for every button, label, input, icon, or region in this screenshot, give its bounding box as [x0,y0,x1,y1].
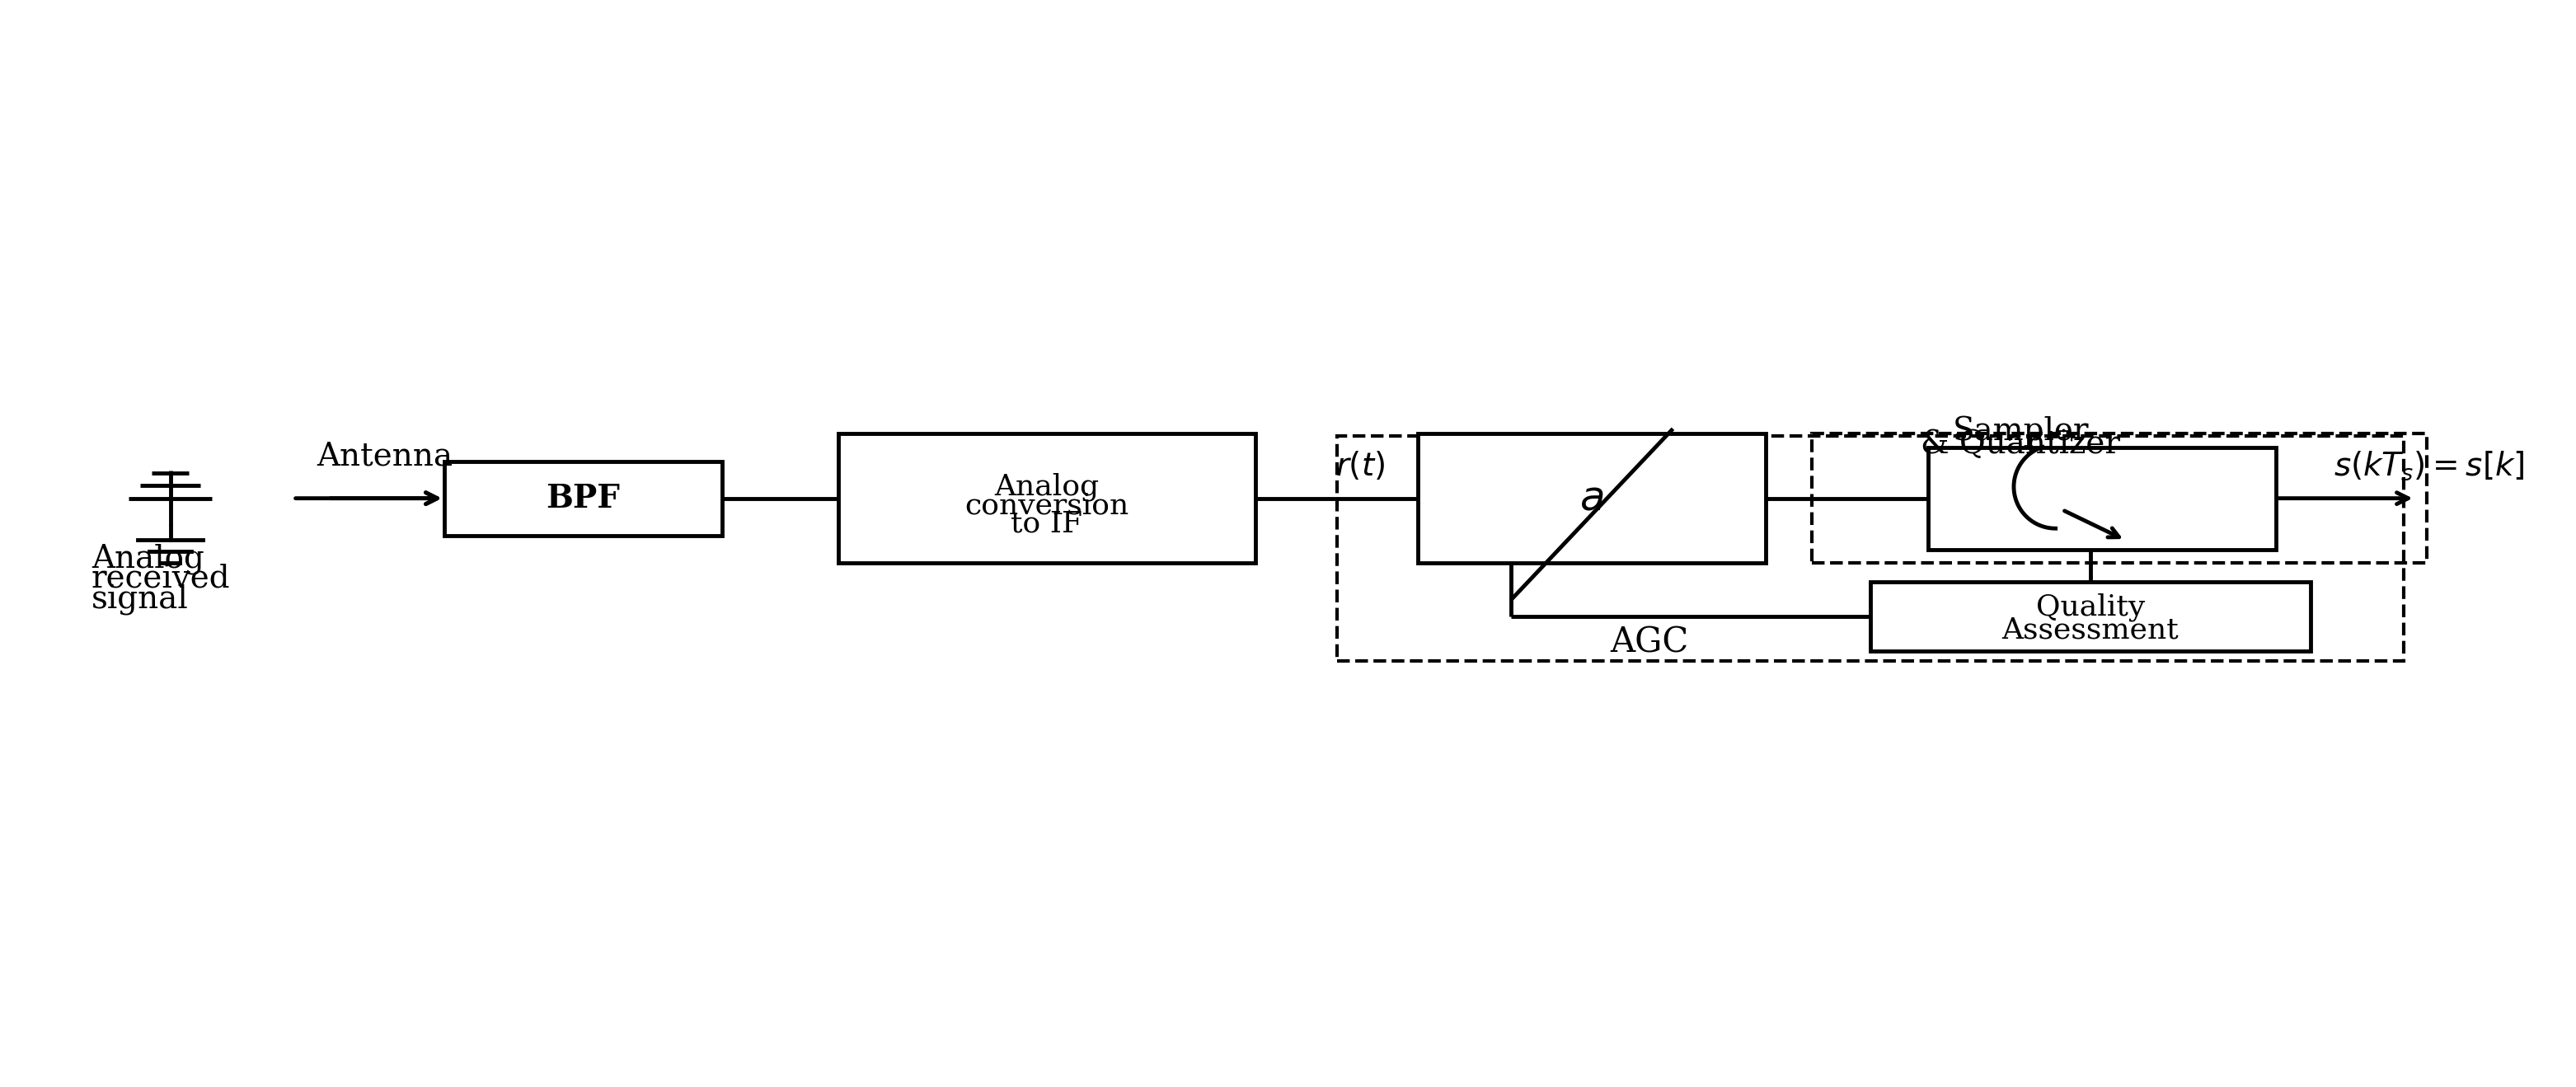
Text: Analog: Analog [93,544,204,574]
Text: BPF: BPF [546,483,621,514]
Text: Sampler: Sampler [1953,415,2089,447]
Text: Analog: Analog [994,473,1100,501]
Text: $r(t)$: $r(t)$ [1334,450,1386,482]
Bar [1811,434,2427,563]
Text: Antenna: Antenna [317,441,453,472]
Text: AGC: AGC [1610,625,1690,660]
Text: signal: signal [93,585,188,616]
Text: Assessment: Assessment [2002,616,2179,645]
Bar [1927,447,2275,549]
Text: $s(kT_s) = s[k]$: $s(kT_s) = s[k]$ [2334,449,2524,482]
Bar [1870,582,2311,651]
Text: $a$: $a$ [1579,478,1605,518]
Text: conversion: conversion [966,491,1128,520]
Bar [1337,436,2403,661]
Bar [1417,434,1765,563]
Bar [837,434,1255,563]
Text: Quality: Quality [2035,594,2146,622]
Text: & Quantizer: & Quantizer [1922,429,2120,460]
Bar [443,461,721,536]
Text: received: received [93,564,229,595]
Text: to IF: to IF [1010,510,1082,538]
